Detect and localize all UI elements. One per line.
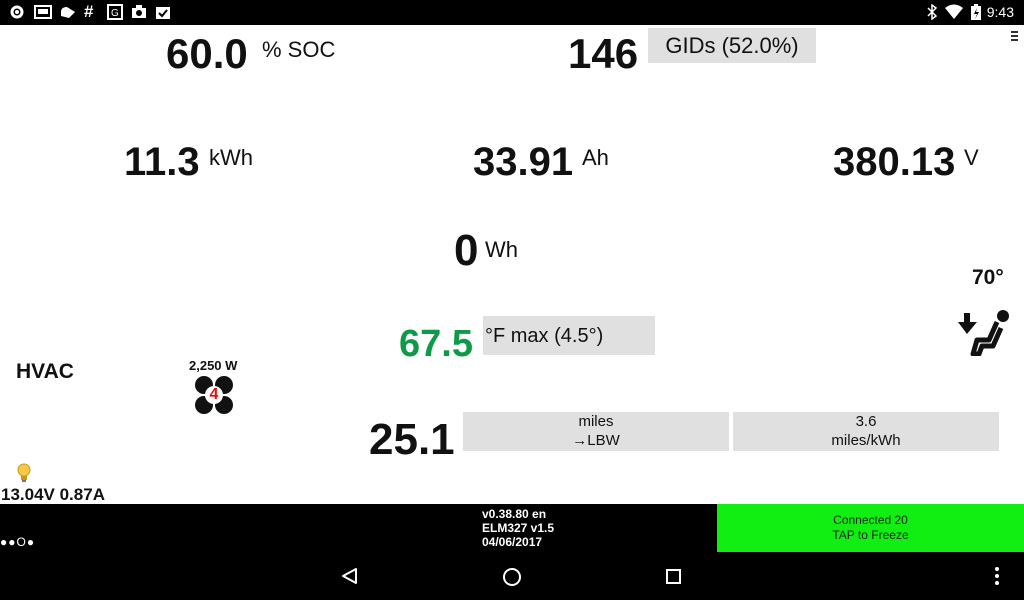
battery-12v-reading: 13.04V 0.87A xyxy=(1,485,105,504)
voltage-unit: V xyxy=(964,145,979,170)
kwh-value: 11.3 xyxy=(124,140,200,184)
app-icon: G xyxy=(107,4,123,20)
bottom-info-bar: ●●O● v0.38.80 en ELM327 v1.5 04/06/2017 … xyxy=(0,504,1024,552)
build-date: 04/06/2017 xyxy=(482,535,543,549)
temp-max-label[interactable]: °F max (4.5°) xyxy=(483,316,655,355)
fan-icon[interactable]: 4 xyxy=(193,374,235,416)
home-icon[interactable] xyxy=(502,567,522,587)
status-bar: # G 9:43 xyxy=(0,0,1024,25)
hvac-label: HVAC xyxy=(16,360,74,383)
soc-value: 60.0 xyxy=(166,30,248,77)
app-version: v0.38.80 en xyxy=(482,507,547,521)
ah-unit: Ah xyxy=(582,145,609,170)
bluetooth-icon xyxy=(927,4,938,20)
range-lbw-box[interactable]: miles →LBW xyxy=(463,412,729,451)
page-dots[interactable]: ●●O● xyxy=(0,535,36,549)
cloud-icon xyxy=(61,7,75,18)
more-icon[interactable] xyxy=(994,566,1000,586)
seat-heater-icon[interactable] xyxy=(955,296,1015,356)
clock: 9:43 xyxy=(986,4,1014,20)
adapter-version: ELM327 v1.5 xyxy=(482,521,555,535)
svg-text:G: G xyxy=(111,8,119,19)
range-target: →LBW xyxy=(572,432,620,449)
voltage-value: 380.13 xyxy=(833,140,956,184)
range-unit: miles xyxy=(578,413,614,430)
soc-unit: % SOC xyxy=(262,37,336,62)
camera-icon xyxy=(132,5,146,18)
menu-icon[interactable] xyxy=(1011,31,1018,43)
back-icon[interactable] xyxy=(341,567,359,585)
settings-icon xyxy=(10,5,24,19)
wh-unit: Wh xyxy=(485,237,518,262)
recents-icon[interactable] xyxy=(666,569,682,585)
battery-charging-icon xyxy=(971,4,981,20)
hvac-power: 2,250 W xyxy=(189,358,238,373)
lightbulb-icon xyxy=(17,463,31,482)
range-value: 25.1 xyxy=(369,415,455,464)
temp-value: 67.5 xyxy=(399,323,473,365)
wh-value: 0 xyxy=(454,226,479,275)
version-info: v0.38.80 en ELM327 v1.5 04/06/2017 xyxy=(482,507,554,549)
gids-value: 146 xyxy=(568,30,639,77)
fan-level: 4 xyxy=(209,386,219,403)
efficiency-value: 3.6 xyxy=(855,413,877,430)
connection-status: Connected 20 xyxy=(833,513,908,527)
task-icon xyxy=(156,7,170,19)
connection-button[interactable]: Connected 20 TAP to Freeze xyxy=(717,504,1024,552)
wifi-icon xyxy=(945,4,963,19)
kwh-unit: kWh xyxy=(209,145,253,170)
efficiency-box[interactable]: 3.6 miles/kWh xyxy=(733,412,999,451)
hash-icon: # xyxy=(84,2,94,21)
image-icon xyxy=(34,5,52,19)
freeze-hint: TAP to Freeze xyxy=(832,528,909,542)
gids-label[interactable]: GIDs (52.0%) xyxy=(648,28,816,63)
seat-temp-value: 70° xyxy=(972,266,1004,289)
ah-value: 33.91 xyxy=(473,140,574,184)
navigation-bar xyxy=(0,552,1024,600)
efficiency-unit: miles/kWh xyxy=(831,432,901,449)
